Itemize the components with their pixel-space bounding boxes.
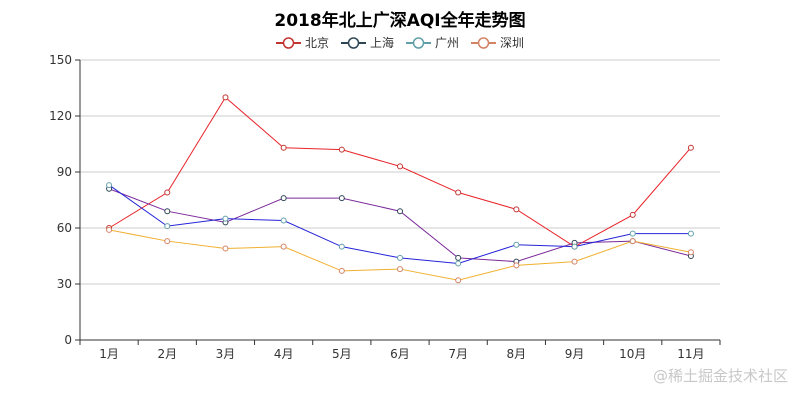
legend: 北京 上海 广州 深圳 <box>0 34 800 51</box>
x-tick-label: 3月 <box>216 347 236 361</box>
data-point[interactable] <box>164 238 171 245</box>
data-point[interactable] <box>106 226 113 233</box>
data-point[interactable] <box>455 277 462 284</box>
data-point[interactable] <box>222 245 229 252</box>
data-point[interactable] <box>455 189 462 196</box>
y-tick-label: 150 <box>49 53 72 67</box>
x-tick-label: 5月 <box>332 347 352 361</box>
series-2 <box>106 182 694 267</box>
data-point[interactable] <box>629 230 636 237</box>
x-tick-label: 1月 <box>99 347 119 361</box>
data-point[interactable] <box>629 211 636 218</box>
data-point[interactable] <box>338 195 345 202</box>
data-point[interactable] <box>455 254 462 261</box>
y-tick-label: 30 <box>57 277 72 291</box>
data-point[interactable] <box>222 94 229 101</box>
data-point[interactable] <box>687 144 694 151</box>
data-point[interactable] <box>338 267 345 274</box>
data-point[interactable] <box>338 243 345 250</box>
data-point[interactable] <box>280 195 287 202</box>
legend-item[interactable]: 北京 <box>275 34 329 51</box>
legend-label: 北京 <box>304 36 329 50</box>
data-point[interactable] <box>222 215 229 222</box>
data-point[interactable] <box>687 249 694 256</box>
series-line <box>108 188 692 263</box>
data-point[interactable] <box>397 208 403 215</box>
y-tick-label: 90 <box>57 165 72 179</box>
legend-label: 广州 <box>435 36 460 50</box>
y-tick-label: 120 <box>49 109 72 123</box>
x-tick-label: 11月 <box>677 347 704 361</box>
data-point[interactable] <box>513 241 520 248</box>
chart-title: 2018年北上广深AQI全年走势图 <box>274 11 526 31</box>
legend-item[interactable]: 广州 <box>406 34 459 51</box>
data-point[interactable] <box>629 238 636 245</box>
x-tick-label: 8月 <box>507 347 527 361</box>
series-3 <box>106 226 694 284</box>
x-tick-label: 9月 <box>565 347 585 361</box>
y-tick-label: 0 <box>64 333 72 347</box>
data-point[interactable] <box>106 182 113 189</box>
data-point[interactable] <box>571 243 578 250</box>
data-point[interactable] <box>687 230 694 237</box>
legend-label: 深圳 <box>500 36 525 50</box>
y-tick-label: 60 <box>57 221 72 235</box>
data-point[interactable] <box>455 260 462 267</box>
x-tick-label: 2月 <box>157 347 177 361</box>
data-point[interactable] <box>280 144 287 151</box>
legend-item[interactable]: 深圳 <box>471 34 524 51</box>
data-point[interactable] <box>397 254 403 261</box>
series-1 <box>106 185 694 265</box>
x-tick-label: 6月 <box>390 347 410 361</box>
legend-marker-icon <box>471 36 497 49</box>
data-point[interactable] <box>280 217 287 224</box>
data-point[interactable] <box>280 243 287 250</box>
watermark: @稀土掘金技术社区 <box>652 367 788 385</box>
data-point[interactable] <box>513 262 520 269</box>
data-point[interactable] <box>571 258 578 265</box>
legend-item[interactable]: 上海 <box>340 34 394 51</box>
data-point[interactable] <box>513 206 520 213</box>
legend-marker-icon <box>340 36 366 49</box>
legend-marker-icon <box>406 36 431 49</box>
data-point[interactable] <box>164 223 171 230</box>
data-point[interactable] <box>397 266 403 273</box>
x-tick-label: 4月 <box>274 347 294 361</box>
data-point[interactable] <box>338 146 345 153</box>
legend-label: 上海 <box>369 36 394 50</box>
data-point[interactable] <box>164 189 171 196</box>
legend-marker-icon <box>275 36 301 49</box>
data-point[interactable] <box>397 163 403 170</box>
x-tick-label: 10月 <box>619 347 646 361</box>
x-tick-label: 7月 <box>448 347 468 361</box>
data-point[interactable] <box>164 208 171 215</box>
